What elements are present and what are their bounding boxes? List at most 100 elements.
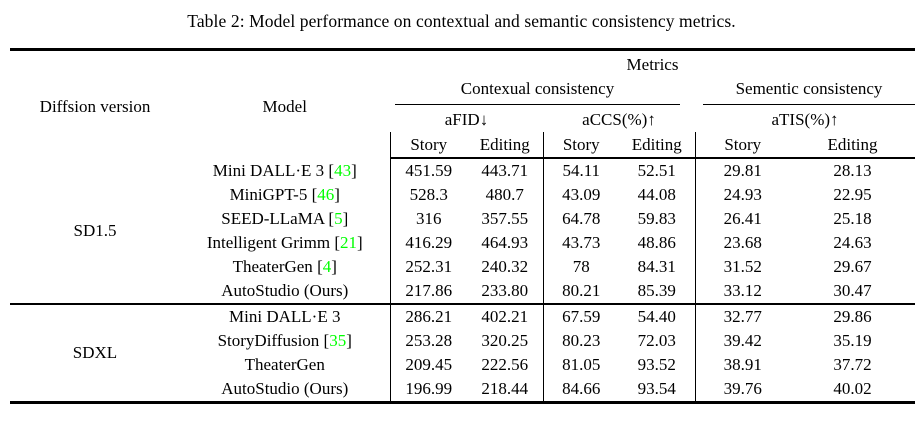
model-name: Mini DALL·E 3: [212, 160, 325, 180]
value-cell: 402.21: [467, 303, 543, 329]
value-cell: 38.91: [694, 353, 790, 377]
value-cell: 48.86: [637, 233, 676, 252]
table-caption: Table 2: Model performance on contextual…: [187, 11, 736, 31]
value-cell: 240.32: [481, 257, 529, 276]
value-cell: 253.28: [389, 329, 467, 353]
table-row: TheaterGen [4] 252.31 240.32 78 84.31 31.52 29…: [10, 255, 915, 279]
col-header-accs-story: Story: [542, 132, 619, 159]
value-cell: 35.19: [833, 331, 872, 350]
value-cell: 24.63: [833, 233, 872, 252]
table-row: AutoStudio (Ours) 196.99 218.44 84.66 93.54 3…: [10, 377, 915, 403]
table-row: MiniGPT-5 [46] 528.3 480.7 43.09 44.08 24.93 2…: [10, 183, 915, 207]
semantic-consistency-label: Sementic consistency: [703, 79, 915, 105]
model-cell: Mini DALL·E 3: [180, 303, 390, 329]
col-header-accs: aCCS(%)↑: [582, 110, 656, 129]
citation-link[interactable]: 4: [322, 257, 332, 276]
table-row: SDXL Mini DALL·E 3 286.21 402.21 67.59 54.40 3…: [10, 303, 915, 403]
col-header-model: Model: [262, 96, 307, 116]
value-cell: 29.67: [833, 257, 872, 276]
value-cell: 217.86: [389, 279, 467, 304]
value-cell: 28.13: [833, 161, 872, 180]
value-cell: 32.77: [694, 303, 790, 329]
model-cell: MiniGPT-5 [46]: [229, 185, 340, 204]
col-header-metrics: Metrics: [626, 55, 679, 74]
header-row-metric-names: aFID↓ aCCS(%)↑ aTIS(%)↑: [10, 105, 915, 132]
table-row: TheaterGen 209.45 222.56 81.05 93.52 38.91 37.…: [10, 353, 915, 377]
value-cell: 52.51: [637, 161, 676, 180]
value-cell: 218.44: [481, 379, 529, 398]
value-cell: 316: [389, 207, 467, 231]
value-cell: 22.95: [833, 185, 872, 204]
value-cell: 286.21: [389, 303, 467, 329]
header-row-consistency-groups: Contexual consistency Sementic consisten…: [10, 75, 915, 105]
col-header-atis: aTIS(%)↑: [771, 110, 839, 129]
col-header-atis-story: Story: [694, 132, 790, 159]
col-header-diffusion-version: Diffsion version: [39, 96, 151, 116]
value-cell: 528.3: [389, 183, 467, 207]
value-cell: 33.12: [694, 279, 790, 304]
citation-link[interactable]: 43: [334, 160, 352, 180]
citation-link[interactable]: 5: [334, 209, 343, 228]
model-cell: TheaterGen: [180, 353, 390, 377]
model-name: TheaterGen: [232, 257, 313, 276]
model-cell: SEED-LLaMA [5]: [221, 209, 349, 228]
value-cell: 93.54: [637, 379, 676, 398]
value-cell: 67.59: [542, 303, 619, 329]
value-cell: 416.29: [389, 231, 467, 255]
value-cell: 222.56: [481, 355, 529, 374]
header-row-story-editing: Story Editing Story Editing Story Editin…: [10, 132, 915, 159]
value-cell: 320.25: [481, 331, 529, 350]
col-header-afid-story: Story: [389, 132, 467, 159]
col-header-semantic-consistency: Sementic consistency: [695, 75, 915, 105]
model-name: AutoStudio (Ours): [221, 379, 349, 398]
value-cell: 451.59: [389, 158, 467, 183]
value-cell: 80.21: [542, 279, 619, 304]
value-cell: 59.83: [637, 209, 676, 228]
value-cell: 196.99: [389, 377, 467, 403]
results-table: Diffsion version Model Metrics Contexual…: [10, 48, 915, 404]
value-cell: 44.08: [637, 185, 676, 204]
col-header-accs-editing: Editing: [619, 132, 695, 159]
diffusion-version-cell: SDXL: [10, 303, 180, 403]
table-row: Intelligent Grimm [21] 416.29 464.93 43.73 4…: [10, 231, 915, 255]
table-row: SEED-LLaMA [5] 316 357.55 64.78 59.83 26.41 25…: [10, 207, 915, 231]
value-cell: 72.03: [637, 331, 676, 350]
diffusion-version-cell: SD1.5: [73, 220, 117, 240]
value-cell: 209.45: [389, 353, 467, 377]
value-cell: 43.73: [542, 231, 619, 255]
col-header-afid: aFID↓: [444, 110, 489, 129]
value-cell: 54.11: [542, 158, 619, 183]
table-row: SD1.5 Mini DALL·E 3 [43] 451.59 443.71 54.11…: [10, 158, 915, 240]
value-cell: 26.41: [694, 207, 790, 231]
value-cell: 25.18: [833, 209, 872, 228]
value-cell: 64.78: [542, 207, 619, 231]
value-cell: 78: [542, 255, 619, 279]
model-cell: Mini DALL·E 3 [43]: [212, 160, 357, 180]
value-cell: 443.71: [481, 161, 529, 180]
value-cell: 23.68: [694, 231, 790, 255]
value-cell: 252.31: [389, 255, 467, 279]
model-name: SEED-LLaMA: [221, 209, 325, 228]
citation-link[interactable]: 35: [329, 331, 347, 350]
value-cell: 357.55: [481, 209, 529, 228]
model-cell: StoryDiffusion [35]: [217, 331, 352, 350]
value-cell: 464.93: [481, 233, 529, 252]
value-cell: 37.72: [833, 355, 872, 374]
value-cell: 40.02: [833, 379, 872, 398]
value-cell: 233.80: [481, 281, 529, 300]
col-header-atis-editing: Editing: [790, 132, 915, 159]
citation-link[interactable]: 46: [317, 185, 335, 204]
value-cell: 81.05: [542, 353, 619, 377]
value-cell: 84.66: [542, 377, 619, 403]
col-header-contextual-consistency: Contexual consistency: [390, 75, 695, 105]
value-cell: 29.81: [694, 158, 790, 183]
table-row: StoryDiffusion [35] 253.28 320.25 80.23 72.0…: [10, 329, 915, 353]
value-cell: 93.52: [637, 355, 676, 374]
header-row-metrics: Diffsion version Model Metrics: [10, 50, 915, 116]
model-name: StoryDiffusion: [217, 331, 320, 350]
model-cell: AutoStudio (Ours): [180, 377, 390, 403]
model-cell: AutoStudio (Ours): [180, 279, 390, 304]
citation-link[interactable]: 21: [339, 233, 357, 252]
table-row: AutoStudio (Ours) 217.86 233.80 80.21 85.39 3…: [10, 279, 915, 304]
